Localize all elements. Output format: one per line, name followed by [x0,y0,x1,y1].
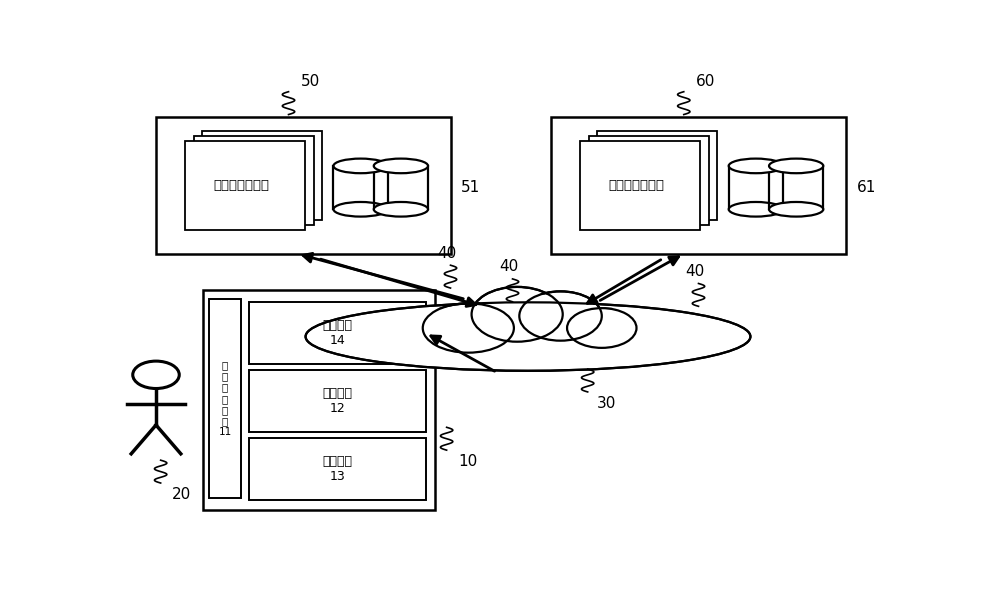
Text: 50: 50 [301,74,320,88]
Ellipse shape [374,158,428,173]
Ellipse shape [333,158,388,173]
Ellipse shape [769,202,823,216]
Ellipse shape [333,202,388,216]
Text: 绘制模块
12: 绘制模块 12 [322,387,352,415]
Ellipse shape [567,308,637,348]
Text: 绘制脚本服务器: 绘制脚本服务器 [213,179,269,192]
Text: 61: 61 [857,180,876,195]
Bar [185,141,305,230]
Bar [589,136,709,225]
Ellipse shape [729,158,783,173]
Ellipse shape [523,294,598,339]
Ellipse shape [769,158,823,173]
Bar [202,291,435,509]
Bar [209,299,241,498]
Text: 10: 10 [458,454,478,469]
Bar [333,166,388,209]
Bar [202,130,322,220]
Bar [249,438,426,500]
Ellipse shape [426,305,510,350]
Bar [769,166,823,209]
Bar [249,370,426,432]
Text: 语音识别服务器: 语音识别服务器 [608,179,664,192]
Ellipse shape [306,302,750,371]
Text: 20: 20 [172,487,191,502]
Bar [156,117,450,254]
Ellipse shape [729,202,783,216]
Text: 40: 40 [499,259,518,275]
Ellipse shape [323,305,733,368]
Bar [194,136,314,225]
Ellipse shape [374,202,428,216]
Bar [580,141,700,230]
Text: 40: 40 [685,264,704,279]
Ellipse shape [472,287,563,342]
Text: 60: 60 [696,74,716,88]
Bar [729,166,783,209]
Ellipse shape [570,310,634,346]
Text: 人
机
交
互
界
面
11: 人 机 交 互 界 面 11 [218,360,232,438]
Bar [551,117,846,254]
Bar [249,302,426,364]
Text: 30: 30 [597,396,616,410]
Ellipse shape [475,289,559,340]
Text: 51: 51 [461,180,481,195]
Bar [597,130,717,220]
Text: 网络接口
14: 网络接口 14 [322,319,352,347]
Bar [374,166,428,209]
Ellipse shape [519,291,602,340]
Text: 显示模块
13: 显示模块 13 [322,455,352,483]
Text: 40: 40 [437,246,456,261]
Ellipse shape [423,304,514,353]
